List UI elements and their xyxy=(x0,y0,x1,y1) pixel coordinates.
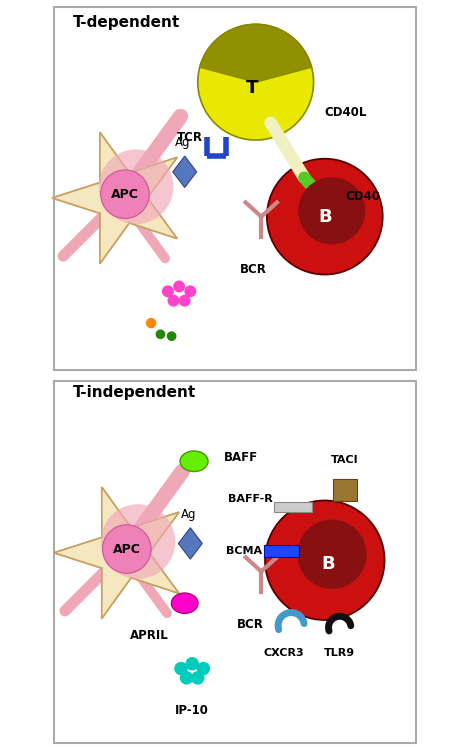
Circle shape xyxy=(99,149,173,224)
Circle shape xyxy=(173,280,185,292)
Text: BAFF-R: BAFF-R xyxy=(228,494,273,503)
Text: BCMA: BCMA xyxy=(226,546,263,557)
Text: T: T xyxy=(246,78,258,97)
Circle shape xyxy=(267,159,383,275)
Text: CXCR3: CXCR3 xyxy=(264,648,304,658)
Text: TLR9: TLR9 xyxy=(324,648,356,658)
FancyBboxPatch shape xyxy=(273,502,312,512)
FancyBboxPatch shape xyxy=(333,480,356,501)
Text: B: B xyxy=(322,555,335,573)
Polygon shape xyxy=(52,132,177,264)
Polygon shape xyxy=(178,527,202,559)
Circle shape xyxy=(162,285,174,297)
Text: Ag: Ag xyxy=(181,508,196,521)
Ellipse shape xyxy=(171,593,198,613)
Circle shape xyxy=(298,177,365,244)
Polygon shape xyxy=(173,156,197,187)
Circle shape xyxy=(174,662,188,675)
Wedge shape xyxy=(200,24,311,82)
Polygon shape xyxy=(52,132,177,264)
Circle shape xyxy=(179,295,191,307)
Circle shape xyxy=(180,671,193,684)
Ellipse shape xyxy=(180,451,208,471)
Text: TCR: TCR xyxy=(177,131,203,144)
Text: CD40L: CD40L xyxy=(325,105,367,119)
Polygon shape xyxy=(54,487,179,619)
Text: APRIL: APRIL xyxy=(130,629,169,642)
Text: IP-10: IP-10 xyxy=(175,704,209,717)
Circle shape xyxy=(167,295,180,307)
Text: B: B xyxy=(318,208,332,226)
Circle shape xyxy=(197,662,210,675)
Text: T-independent: T-independent xyxy=(73,385,196,400)
FancyBboxPatch shape xyxy=(54,7,416,370)
Circle shape xyxy=(297,520,366,589)
Circle shape xyxy=(265,500,384,620)
Text: CD40: CD40 xyxy=(346,190,380,203)
Circle shape xyxy=(191,671,204,684)
Text: APC: APC xyxy=(111,187,139,201)
Circle shape xyxy=(102,524,151,574)
FancyBboxPatch shape xyxy=(54,381,416,743)
Text: APC: APC xyxy=(113,542,141,556)
FancyBboxPatch shape xyxy=(264,545,299,557)
Circle shape xyxy=(100,504,175,579)
Circle shape xyxy=(146,318,156,329)
Circle shape xyxy=(184,285,196,297)
Circle shape xyxy=(198,25,314,140)
Text: BCR: BCR xyxy=(240,264,267,276)
Text: Ag: Ag xyxy=(175,137,191,149)
Circle shape xyxy=(155,329,165,339)
Polygon shape xyxy=(54,487,179,619)
Circle shape xyxy=(100,170,149,219)
Text: TACI: TACI xyxy=(331,455,358,465)
Circle shape xyxy=(167,332,176,341)
Text: BAFF: BAFF xyxy=(224,451,258,464)
Text: T-dependent: T-dependent xyxy=(73,15,180,30)
Circle shape xyxy=(185,657,199,671)
Text: BCR: BCR xyxy=(237,619,264,631)
